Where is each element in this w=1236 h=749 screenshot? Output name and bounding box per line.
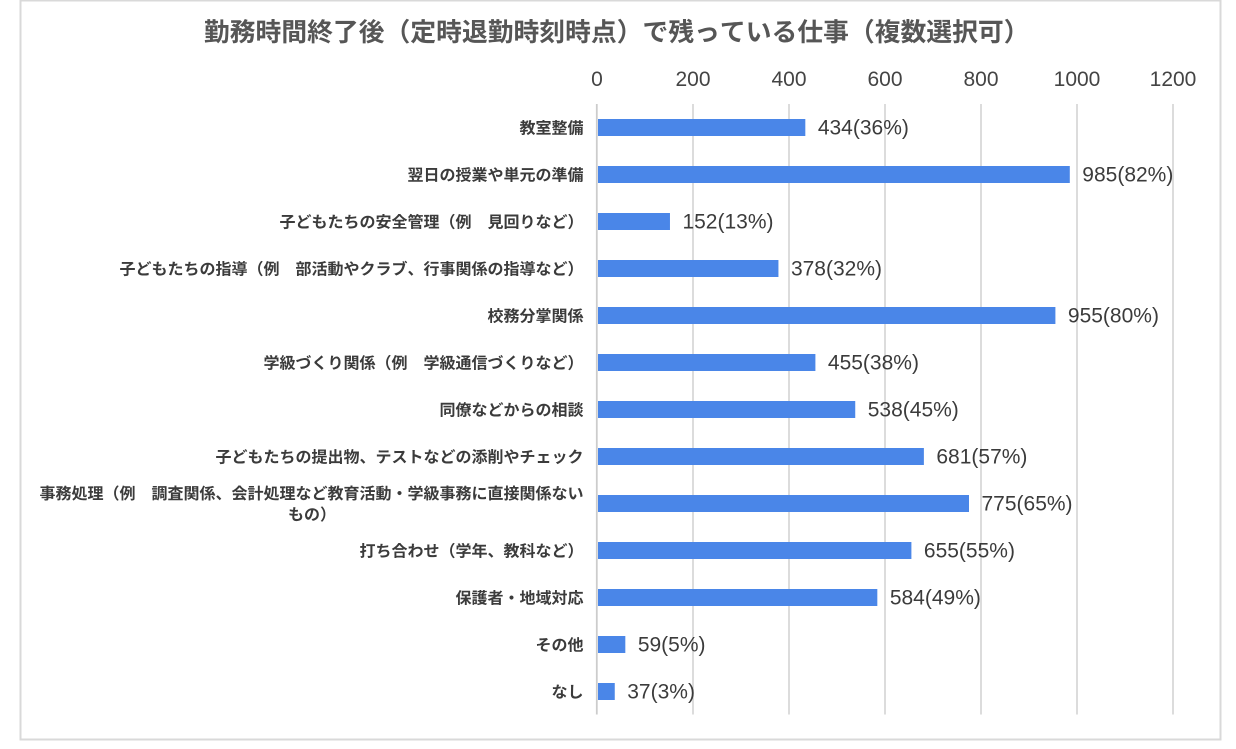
- svg-text:775(65%): 775(65%): [982, 493, 1073, 516]
- svg-text:200: 200: [675, 68, 710, 91]
- svg-text:378(32%): 378(32%): [791, 258, 882, 281]
- svg-text:681(57%): 681(57%): [936, 446, 1027, 469]
- svg-text:455(38%): 455(38%): [828, 352, 919, 375]
- svg-text:59(5%): 59(5%): [638, 634, 706, 657]
- svg-text:600: 600: [867, 68, 902, 91]
- svg-text:152(13%): 152(13%): [682, 211, 773, 234]
- svg-text:400: 400: [771, 68, 806, 91]
- svg-text:538(45%): 538(45%): [868, 399, 959, 422]
- svg-text:1200: 1200: [1150, 68, 1197, 91]
- svg-text:37(3%): 37(3%): [627, 681, 695, 704]
- svg-text:985(82%): 985(82%): [1082, 164, 1173, 187]
- svg-text:584(49%): 584(49%): [890, 587, 981, 610]
- svg-text:800: 800: [963, 68, 998, 91]
- svg-text:434(36%): 434(36%): [818, 117, 909, 140]
- svg-text:955(80%): 955(80%): [1068, 305, 1159, 328]
- svg-text:655(55%): 655(55%): [924, 540, 1015, 563]
- svg-text:0: 0: [591, 68, 603, 91]
- svg-text:1000: 1000: [1054, 68, 1101, 91]
